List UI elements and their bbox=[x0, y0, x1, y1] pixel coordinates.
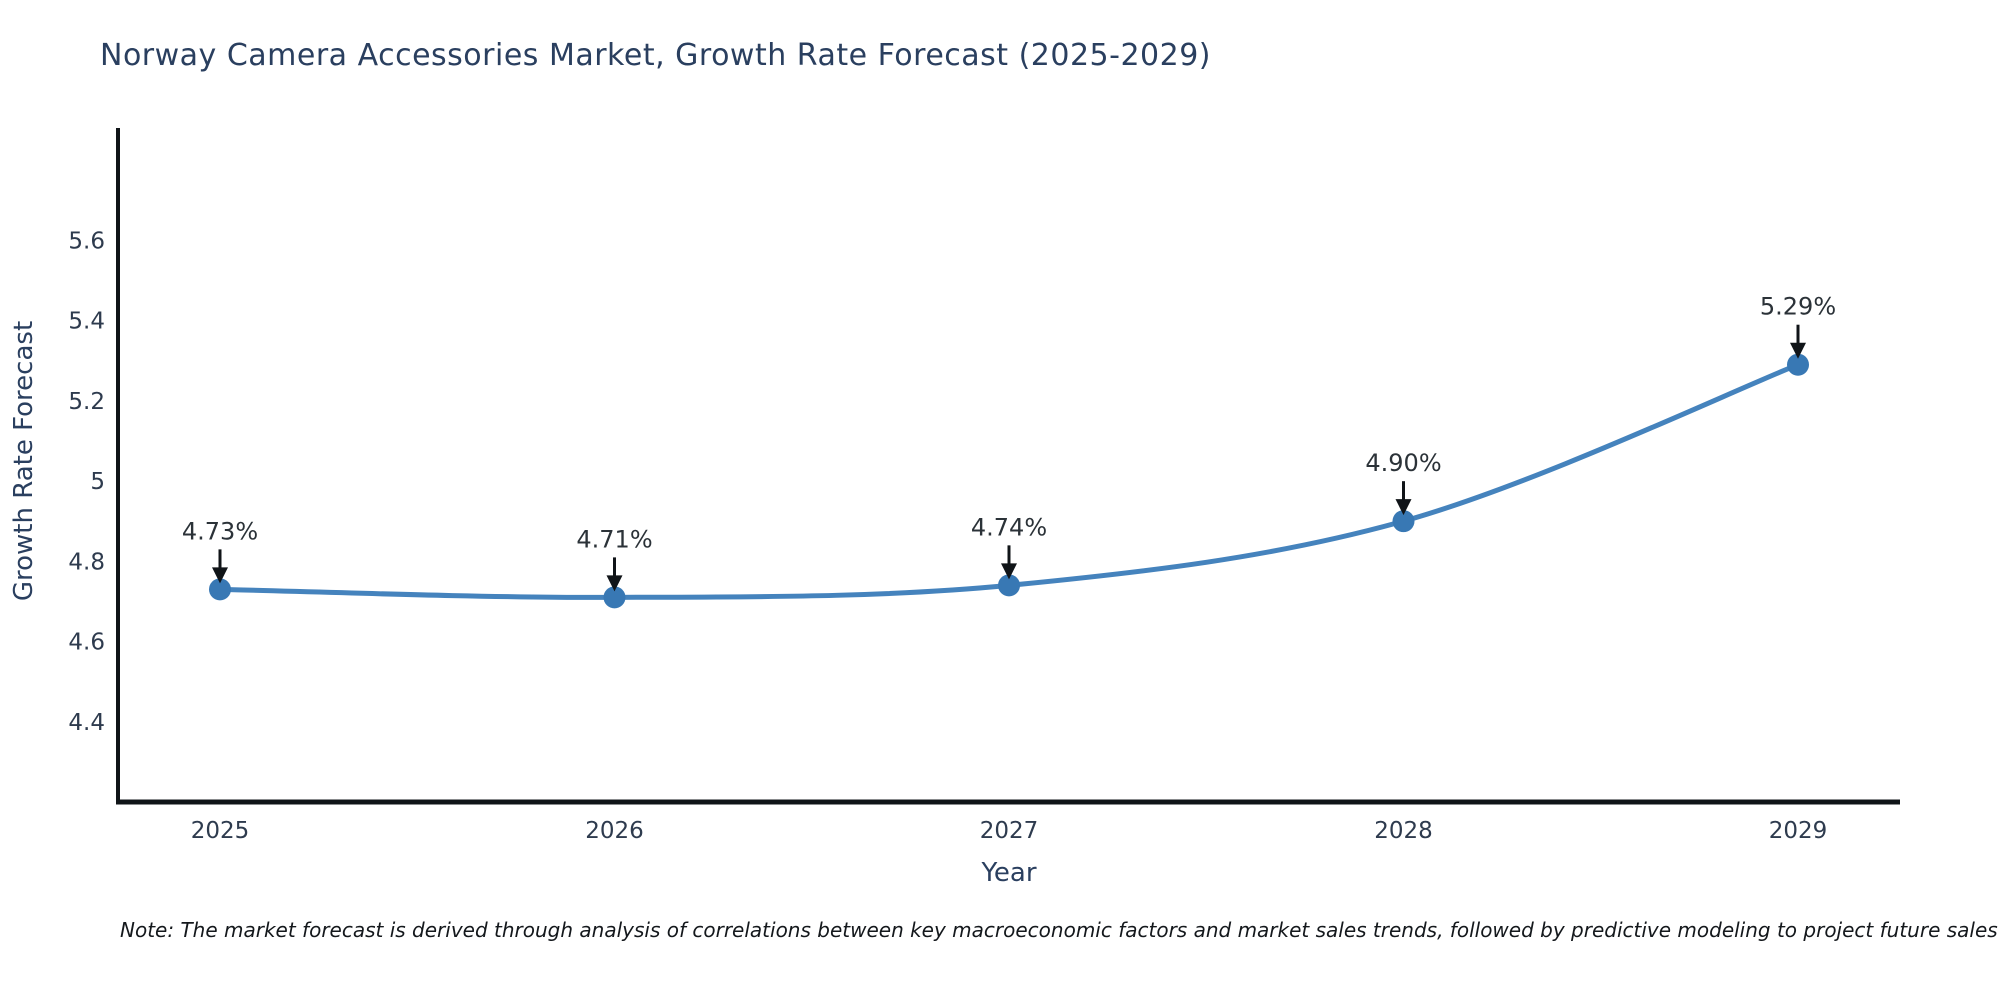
annotation-arrowhead-icon bbox=[606, 575, 623, 592]
data-point-marker[interactable] bbox=[998, 574, 1020, 597]
annotation-arrowhead-icon bbox=[1790, 342, 1806, 359]
y-tick-label: 5 bbox=[90, 469, 105, 495]
x-tick-label: 2026 bbox=[585, 818, 644, 844]
annotation-arrowhead-icon bbox=[212, 567, 228, 584]
annotation-label: 4.73% bbox=[182, 517, 258, 545]
chart-title: Norway Camera Accessories Market, Growth… bbox=[100, 38, 1212, 73]
y-tick-label: 5.6 bbox=[68, 228, 105, 254]
y-tick-label: 5.2 bbox=[68, 389, 105, 415]
y-tick-label: 4.6 bbox=[68, 630, 105, 656]
data-point-marker[interactable] bbox=[1392, 510, 1415, 533]
annotation-label: 4.74% bbox=[971, 513, 1047, 541]
x-tick-label: 2025 bbox=[191, 818, 250, 844]
x-axis-title: Year bbox=[981, 858, 1037, 888]
x-tick-label: 2029 bbox=[1769, 818, 1828, 844]
y-tick-label: 4.8 bbox=[68, 549, 105, 575]
x-tick-label: 2027 bbox=[980, 818, 1039, 844]
annotation-arrowhead-icon bbox=[1001, 563, 1017, 580]
footnote: Note: The market forecast is derived thr… bbox=[120, 918, 1998, 942]
data-point-marker[interactable] bbox=[1787, 353, 1809, 376]
annotation-label: 5.29% bbox=[1760, 293, 1836, 321]
annotation-label: 4.71% bbox=[576, 525, 652, 553]
x-tick-label: 2028 bbox=[1374, 818, 1433, 844]
data-point-marker[interactable] bbox=[209, 578, 231, 601]
data-point-marker[interactable] bbox=[603, 586, 626, 609]
annotation-label: 4.90% bbox=[1365, 449, 1441, 477]
y-tick-label: 5.4 bbox=[68, 309, 105, 335]
annotation-arrowhead-icon bbox=[1395, 499, 1412, 516]
y-tick-label: 4.4 bbox=[68, 710, 105, 736]
